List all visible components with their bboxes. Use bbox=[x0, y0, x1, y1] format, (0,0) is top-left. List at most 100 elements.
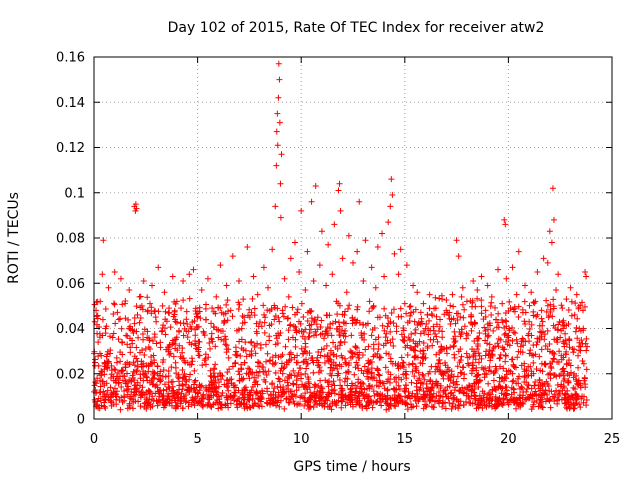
data-point bbox=[234, 404, 241, 411]
data-point bbox=[263, 358, 270, 365]
data-point bbox=[327, 356, 334, 363]
data-point bbox=[370, 341, 377, 348]
data-point bbox=[146, 300, 153, 307]
data-point bbox=[185, 384, 192, 391]
data-point bbox=[280, 389, 287, 396]
data-point bbox=[296, 401, 303, 408]
data-point bbox=[474, 295, 481, 302]
data-point bbox=[253, 328, 260, 335]
data-point bbox=[328, 332, 335, 339]
data-point bbox=[192, 377, 199, 384]
data-point bbox=[469, 299, 476, 306]
data-point bbox=[315, 349, 322, 356]
data-point bbox=[304, 360, 311, 367]
data-point bbox=[189, 394, 196, 401]
data-point bbox=[210, 392, 217, 399]
data-point bbox=[470, 380, 477, 387]
data-point bbox=[294, 309, 301, 316]
data-point bbox=[539, 382, 546, 389]
data-point bbox=[424, 311, 431, 318]
data-point bbox=[541, 336, 548, 343]
data-point bbox=[496, 378, 503, 385]
x-tick-label: 5 bbox=[193, 432, 201, 447]
data-point bbox=[219, 328, 226, 335]
data-point bbox=[294, 401, 301, 408]
data-point bbox=[452, 320, 459, 327]
data-point bbox=[208, 404, 215, 411]
data-point bbox=[302, 390, 309, 397]
data-point bbox=[454, 317, 461, 324]
data-point bbox=[294, 352, 301, 359]
data-point bbox=[129, 405, 136, 412]
data-point bbox=[133, 205, 140, 212]
data-point bbox=[176, 386, 183, 393]
data-point bbox=[450, 342, 457, 349]
data-point bbox=[143, 396, 150, 403]
data-point bbox=[441, 311, 448, 318]
data-point bbox=[310, 277, 317, 284]
data-point bbox=[127, 395, 134, 402]
y-tick-label: 0.08 bbox=[56, 232, 85, 247]
data-point bbox=[173, 319, 180, 326]
data-point bbox=[248, 309, 255, 316]
data-point bbox=[176, 342, 183, 349]
data-point bbox=[538, 329, 545, 336]
data-point bbox=[480, 316, 487, 323]
data-point bbox=[351, 371, 358, 378]
data-point bbox=[401, 300, 408, 307]
data-point bbox=[365, 376, 372, 383]
data-point bbox=[103, 323, 110, 330]
data-point bbox=[384, 386, 391, 393]
data-point bbox=[466, 395, 473, 402]
data-point bbox=[492, 316, 499, 323]
data-point bbox=[223, 301, 230, 308]
data-point bbox=[236, 371, 243, 378]
data-point bbox=[275, 393, 282, 400]
data-point bbox=[538, 346, 545, 353]
data-point bbox=[403, 262, 410, 269]
data-point bbox=[245, 365, 252, 372]
data-point bbox=[383, 350, 390, 357]
data-point bbox=[304, 385, 311, 392]
data-point bbox=[153, 318, 160, 325]
data-point bbox=[554, 381, 561, 388]
data-point bbox=[218, 392, 225, 399]
data-point bbox=[346, 359, 353, 366]
data-point bbox=[548, 388, 555, 395]
data-point bbox=[223, 349, 230, 356]
data-point bbox=[143, 405, 150, 412]
data-point bbox=[121, 388, 128, 395]
data-point bbox=[553, 387, 560, 394]
data-point bbox=[176, 328, 183, 335]
data-point bbox=[200, 330, 207, 337]
data-point bbox=[495, 343, 502, 350]
x-tick-label: 15 bbox=[397, 432, 414, 447]
data-point bbox=[239, 376, 246, 383]
data-point bbox=[426, 291, 433, 298]
data-point bbox=[190, 385, 197, 392]
data-point bbox=[258, 394, 265, 401]
data-point bbox=[281, 405, 288, 412]
data-point bbox=[426, 317, 433, 324]
data-point bbox=[481, 324, 488, 331]
data-point bbox=[211, 366, 218, 373]
data-point bbox=[173, 391, 180, 398]
axis-ticks: 0 5 10 15 20 25 0 0.02 0.04 0.06 0.08 0.1 0.12 0.14 0.… bbox=[56, 51, 620, 448]
data-point bbox=[324, 397, 331, 404]
data-point bbox=[220, 311, 227, 318]
data-point bbox=[423, 320, 430, 327]
data-point bbox=[365, 399, 372, 406]
data-point bbox=[566, 344, 573, 351]
data-point bbox=[410, 346, 417, 353]
data-point bbox=[112, 367, 119, 374]
data-point bbox=[209, 305, 216, 312]
data-point bbox=[241, 396, 248, 403]
data-point bbox=[235, 299, 242, 306]
data-point bbox=[182, 392, 189, 399]
data-point bbox=[182, 359, 189, 366]
data-point bbox=[437, 316, 444, 323]
data-point bbox=[366, 298, 373, 305]
data-point bbox=[432, 368, 439, 375]
data-point bbox=[356, 401, 363, 408]
data-point bbox=[580, 360, 587, 367]
